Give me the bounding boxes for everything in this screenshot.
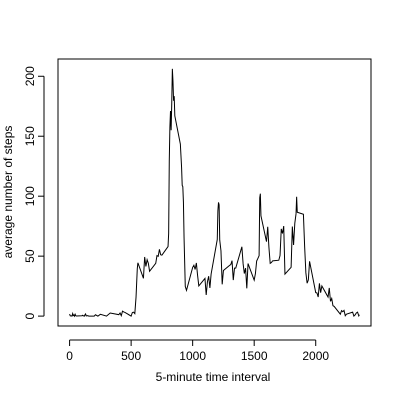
- y-tick-label: 200: [23, 66, 37, 86]
- y-tick-label: 150: [23, 126, 37, 146]
- x-axis-label: 5-minute time interval: [156, 370, 271, 384]
- y-tick-label: 0: [23, 312, 37, 319]
- plot-box: [57, 58, 372, 327]
- x-tick-label: 1000: [179, 349, 206, 363]
- x-tick-label: 0: [66, 349, 73, 363]
- x-tick-label: 500: [121, 349, 141, 363]
- y-tick-label: 100: [23, 186, 37, 206]
- data-line: [69, 68, 360, 318]
- x-tick-label: 1500: [241, 349, 268, 363]
- y-tick-label: 50: [23, 249, 37, 263]
- x-tick-label: 2000: [302, 349, 329, 363]
- y-axis-label: average number of steps: [1, 126, 15, 259]
